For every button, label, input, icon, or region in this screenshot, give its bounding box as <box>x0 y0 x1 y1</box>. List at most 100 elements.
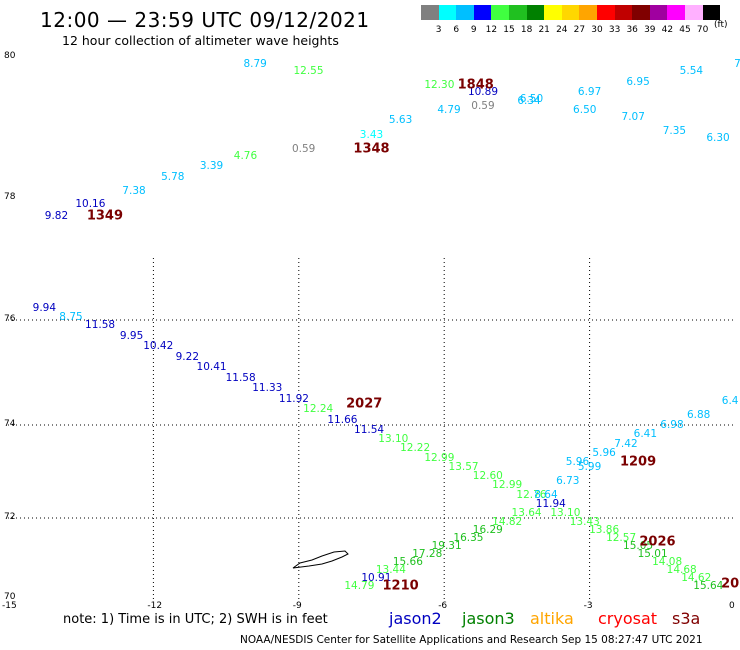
wave-height-label: 6.41 <box>633 428 658 441</box>
legend-swatch <box>473 5 492 20</box>
lat-tick-label: 78 <box>4 192 16 202</box>
legend-label: 36 <box>626 25 638 35</box>
wave-height-label: 8.64 <box>534 488 558 501</box>
legend-swatch <box>649 5 668 20</box>
legend-label: 21 <box>538 25 550 35</box>
wave-height-label: 7.07 <box>621 110 645 123</box>
wave-height-label: 10.91 <box>361 572 392 584</box>
legend-swatch <box>685 5 703 20</box>
lon-tick-label: -6 <box>438 601 448 611</box>
legend-swatch <box>667 5 685 20</box>
wave-height-label: 6.97 <box>577 86 602 99</box>
wave-height-label: 6.50 <box>519 93 544 106</box>
lon-tick-label: 0 <box>729 601 735 611</box>
wave-height-label: 10.89 <box>467 86 498 99</box>
pass-time-label: 1349 <box>86 208 124 224</box>
satellite-jason3: jason3 <box>462 609 515 628</box>
lat-tick-label: 70 <box>4 592 16 602</box>
wave-height-label: 6.98 <box>660 419 684 431</box>
wave-height-label: 13.64 <box>511 507 542 520</box>
wave-height-label: 13.44 <box>375 564 406 576</box>
wave-height-label: 9.95 <box>119 329 144 342</box>
wave-height-label: 6.4 <box>721 395 739 408</box>
wave-height-label: 6.73 <box>556 474 580 487</box>
wave-height-label: 12.30 <box>424 79 455 92</box>
legend-units: (ft) <box>714 20 728 30</box>
pass-time-label: 20 <box>721 576 740 592</box>
wave-height-label: 14.62 <box>681 572 712 584</box>
legend-swatch <box>579 5 597 20</box>
wave-height-label: 11.66 <box>327 413 358 426</box>
wave-height-label: 3.43 <box>359 128 384 141</box>
wave-height-label: 12.24 <box>303 403 334 416</box>
footer-credit: NOAA/NESDIS Center for Satellite Applica… <box>240 634 703 646</box>
jan-mayen-island <box>292 550 349 569</box>
legend-label: 70 <box>696 25 709 35</box>
pass-time-label: 2027 <box>346 396 383 412</box>
legend-label: 6 <box>453 25 460 35</box>
lon-tick-label: -15 <box>2 601 17 611</box>
wave-height-label: 8.75 <box>59 310 83 323</box>
wave-height-label: 7 <box>734 58 740 71</box>
wave-height-label: 3.39 <box>199 160 224 173</box>
wave-height-label: 5.96 <box>565 456 590 469</box>
wave-height-label: 15.05 <box>623 540 654 552</box>
wave-height-label: 9.82 <box>44 210 69 223</box>
legend-swatch <box>614 5 633 20</box>
wave-height-label: 5.63 <box>388 114 413 127</box>
legend-label: 39 <box>644 25 656 35</box>
lat-tick-label: 80 <box>4 51 16 61</box>
wave-height-label: 11.58 <box>85 319 116 332</box>
legend-label: 30 <box>591 25 603 35</box>
wave-height-label: 15.01 <box>637 548 668 560</box>
wave-height-label: 5.96 <box>592 446 616 459</box>
legend-label: 27 <box>573 25 586 35</box>
wave-height-label: 6.30 <box>706 132 730 145</box>
legend-swatch <box>632 5 650 20</box>
wave-height-label: 7.35 <box>662 125 687 138</box>
wave-height-label: 14.82 <box>492 516 523 528</box>
wave-height-label: 11.94 <box>535 498 566 511</box>
wave-height-label: 11.92 <box>278 392 309 405</box>
coastline-jan-mayen <box>292 550 349 569</box>
wave-height-label: 5.78 <box>161 170 185 183</box>
legend-label: 42 <box>661 25 674 35</box>
legend-label: 24 <box>556 25 568 35</box>
wave-height-label: 14.79 <box>344 580 375 592</box>
legend-swatch <box>438 5 457 20</box>
wave-height-label: 10.16 <box>75 198 106 211</box>
legend-label: 9 <box>470 25 477 35</box>
legend-swatch <box>491 5 509 20</box>
wave-height-label: 12.99 <box>492 479 523 492</box>
legend-label: 45 <box>679 25 691 35</box>
wave-height-label: 6.50 <box>573 103 597 116</box>
legend-label: 33 <box>608 25 621 35</box>
lat-tick-label: 74 <box>4 419 16 429</box>
wave-height-label: 11.33 <box>252 382 283 395</box>
wave-height-label: 4.79 <box>437 103 461 116</box>
wave-height-label: 11.58 <box>225 371 256 384</box>
wave-height-label: 12.76 <box>516 488 547 501</box>
legend-label: 12 <box>485 25 498 35</box>
wave-height-label: 15.64 <box>693 580 724 592</box>
pass-time-label: 2026 <box>639 534 676 550</box>
wave-height-label: 13.43 <box>569 516 600 528</box>
legend-label: 15 <box>503 25 515 35</box>
wave-height-label: 7.38 <box>122 184 146 197</box>
legend-swatch <box>509 5 527 20</box>
wave-height-label: 19.31 <box>431 540 462 552</box>
wave-height-label: 13.10 <box>378 432 409 445</box>
wave-height-label: 13.57 <box>448 460 479 473</box>
wave-height-label: 0.59 <box>471 100 495 113</box>
wave-height-label: 14.08 <box>652 556 683 568</box>
lon-tick-label: -9 <box>292 601 302 611</box>
wave-height-label: 9.94 <box>32 301 57 314</box>
wave-height-label: 13.86 <box>589 524 620 536</box>
wave-height-label: 14.68 <box>666 564 697 576</box>
wave-height-label: 6.95 <box>626 75 650 88</box>
satellite-jason2: jason2 <box>389 609 442 628</box>
wave-height-label: 12.60 <box>472 470 503 483</box>
map-title: 12:00 — 23:59 UTC 09/12/2021 <box>40 8 370 32</box>
lat-tick-label: 72 <box>4 512 16 522</box>
